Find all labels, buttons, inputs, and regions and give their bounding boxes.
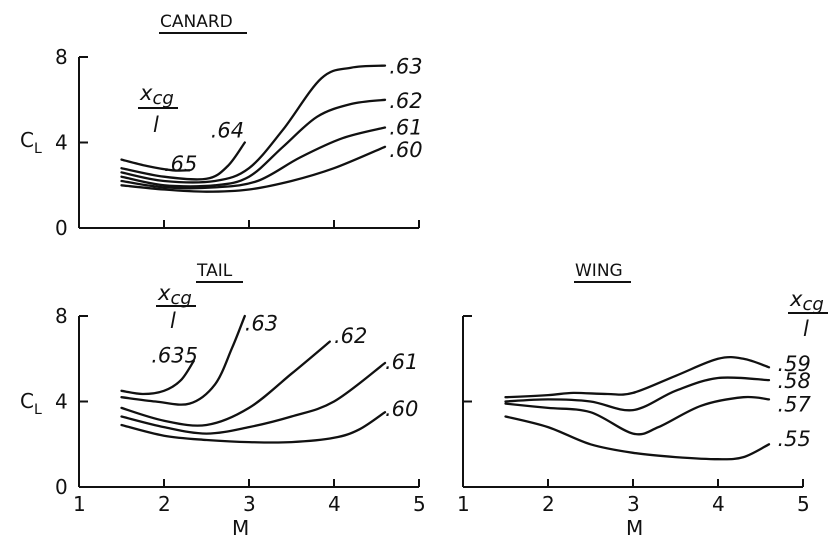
wing-curve-label-p58: .58 [778, 369, 811, 393]
canard-curve-label-p65: .65 [164, 152, 197, 176]
wing-xcg-x: x [789, 287, 803, 311]
tail-y-axis-label: CL [20, 389, 42, 418]
canard-curve-label-p60: .60 [389, 138, 422, 162]
canard-y-tick-label: 4 [55, 131, 68, 155]
canard-xcg-numerator: xcg [139, 81, 174, 109]
canard-curve-label-p63: .63 [389, 55, 422, 79]
wing-title: WING [575, 261, 623, 281]
tail-x-tick-label: 2 [158, 492, 171, 516]
wing-x-tick-label: 3 [627, 492, 640, 516]
tail-curve-p63 [120, 314, 246, 406]
tail-title: TAIL [196, 261, 233, 281]
tail-title-group: TAIL [196, 261, 243, 283]
wing-curve-label-p57: .57 [778, 393, 812, 417]
canard-curve-p64 [120, 141, 246, 181]
wing-panel: 1 2 3 4 5 .59.58.57 .55 [457, 315, 812, 516]
canard-title: CANARD [160, 12, 233, 32]
wing-xcg-numerator: xcg [789, 287, 824, 315]
wing-x-tick-label: 2 [542, 492, 555, 516]
canard-title-group: CANARD [159, 12, 247, 34]
wing-curve-p57 [504, 395, 771, 436]
wing-xcg-denominator: l [803, 317, 809, 341]
wing-title-group: WING [574, 261, 631, 283]
tail-x-tick-label: 4 [328, 492, 341, 516]
canard-curve-p61 [120, 126, 387, 190]
canard-curve-p65 [120, 158, 191, 172]
tail-xcg-x: x [157, 281, 171, 305]
tail-xcg-denominator: l [170, 309, 176, 333]
canard-xcg-x: x [139, 81, 153, 105]
tail-xcg-legend: xcg l [156, 281, 196, 333]
canard-curve-label-p62: .62 [389, 89, 422, 113]
tail-xcg-numerator: xcg [157, 281, 192, 309]
canard-y-tick-label: 8 [55, 45, 68, 69]
tail-x-tick-label: 3 [243, 492, 256, 516]
canard-y-label-sub: L [34, 141, 42, 157]
canard-xcg-denominator: l [153, 113, 159, 137]
wing-x-tick-label: 4 [712, 492, 725, 516]
canard-curve-p60 [120, 145, 387, 193]
wing-curve-p55 [504, 415, 771, 461]
tail-curve-p62 [120, 340, 331, 427]
canard-panel: 0 4 8 .65 .64 .63 .62.61.60 [55, 45, 423, 240]
wing-curve-p58 [504, 376, 771, 412]
canard-curve-p63 [120, 64, 387, 184]
wing-x-axis-label: M [626, 516, 643, 540]
canard-xcg-sub: cg [152, 88, 173, 109]
tail-curve-label-p635: .635 [151, 343, 198, 367]
canard-curve-label-p64: .64 [211, 119, 244, 143]
tail-x-tick-label: 1 [73, 492, 86, 516]
tail-curve-p60 [120, 411, 387, 444]
wing-x-tick-label: 1 [457, 492, 470, 516]
canard-y-label-main: C [20, 128, 34, 152]
wing-curve-label-p55: .55 [778, 427, 811, 451]
tail-curve-label-p60: .60 [385, 397, 418, 421]
canard-xcg-legend: xcg l [138, 81, 178, 137]
tail-y-label-sub: L [34, 402, 42, 418]
wing-xcg-legend: xcg l [788, 287, 828, 341]
wing-curve-p59 [504, 355, 771, 399]
tail-y-label-main: C [20, 389, 34, 413]
tail-y-tick-label: 4 [55, 390, 68, 414]
canard-y-axis-label: CL [20, 128, 42, 157]
wing-curve-label-p59: .59 [778, 352, 811, 376]
tail-curve-p635 [120, 359, 195, 396]
tail-curve-label-p61: .61 [385, 350, 418, 374]
wing-xcg-sub: cg [802, 294, 823, 315]
tail-y-tick-label: 0 [55, 475, 68, 499]
tail-curve-label-p62: .62 [334, 324, 367, 348]
tail-curve-p61 [120, 361, 387, 435]
canard-y-tick-label: 0 [55, 216, 68, 240]
canard-curve-label-p61: .61 [389, 115, 422, 139]
tail-curve-label-p63: .63 [245, 311, 278, 335]
tail-x-tick-label: 5 [413, 492, 426, 516]
tail-y-tick-label: 8 [55, 304, 68, 328]
canard-curve-p62 [120, 98, 387, 188]
tail-xcg-sub: cg [170, 288, 191, 309]
tail-x-axis-label: M [232, 516, 249, 540]
wing-x-tick-label: 5 [797, 492, 810, 516]
